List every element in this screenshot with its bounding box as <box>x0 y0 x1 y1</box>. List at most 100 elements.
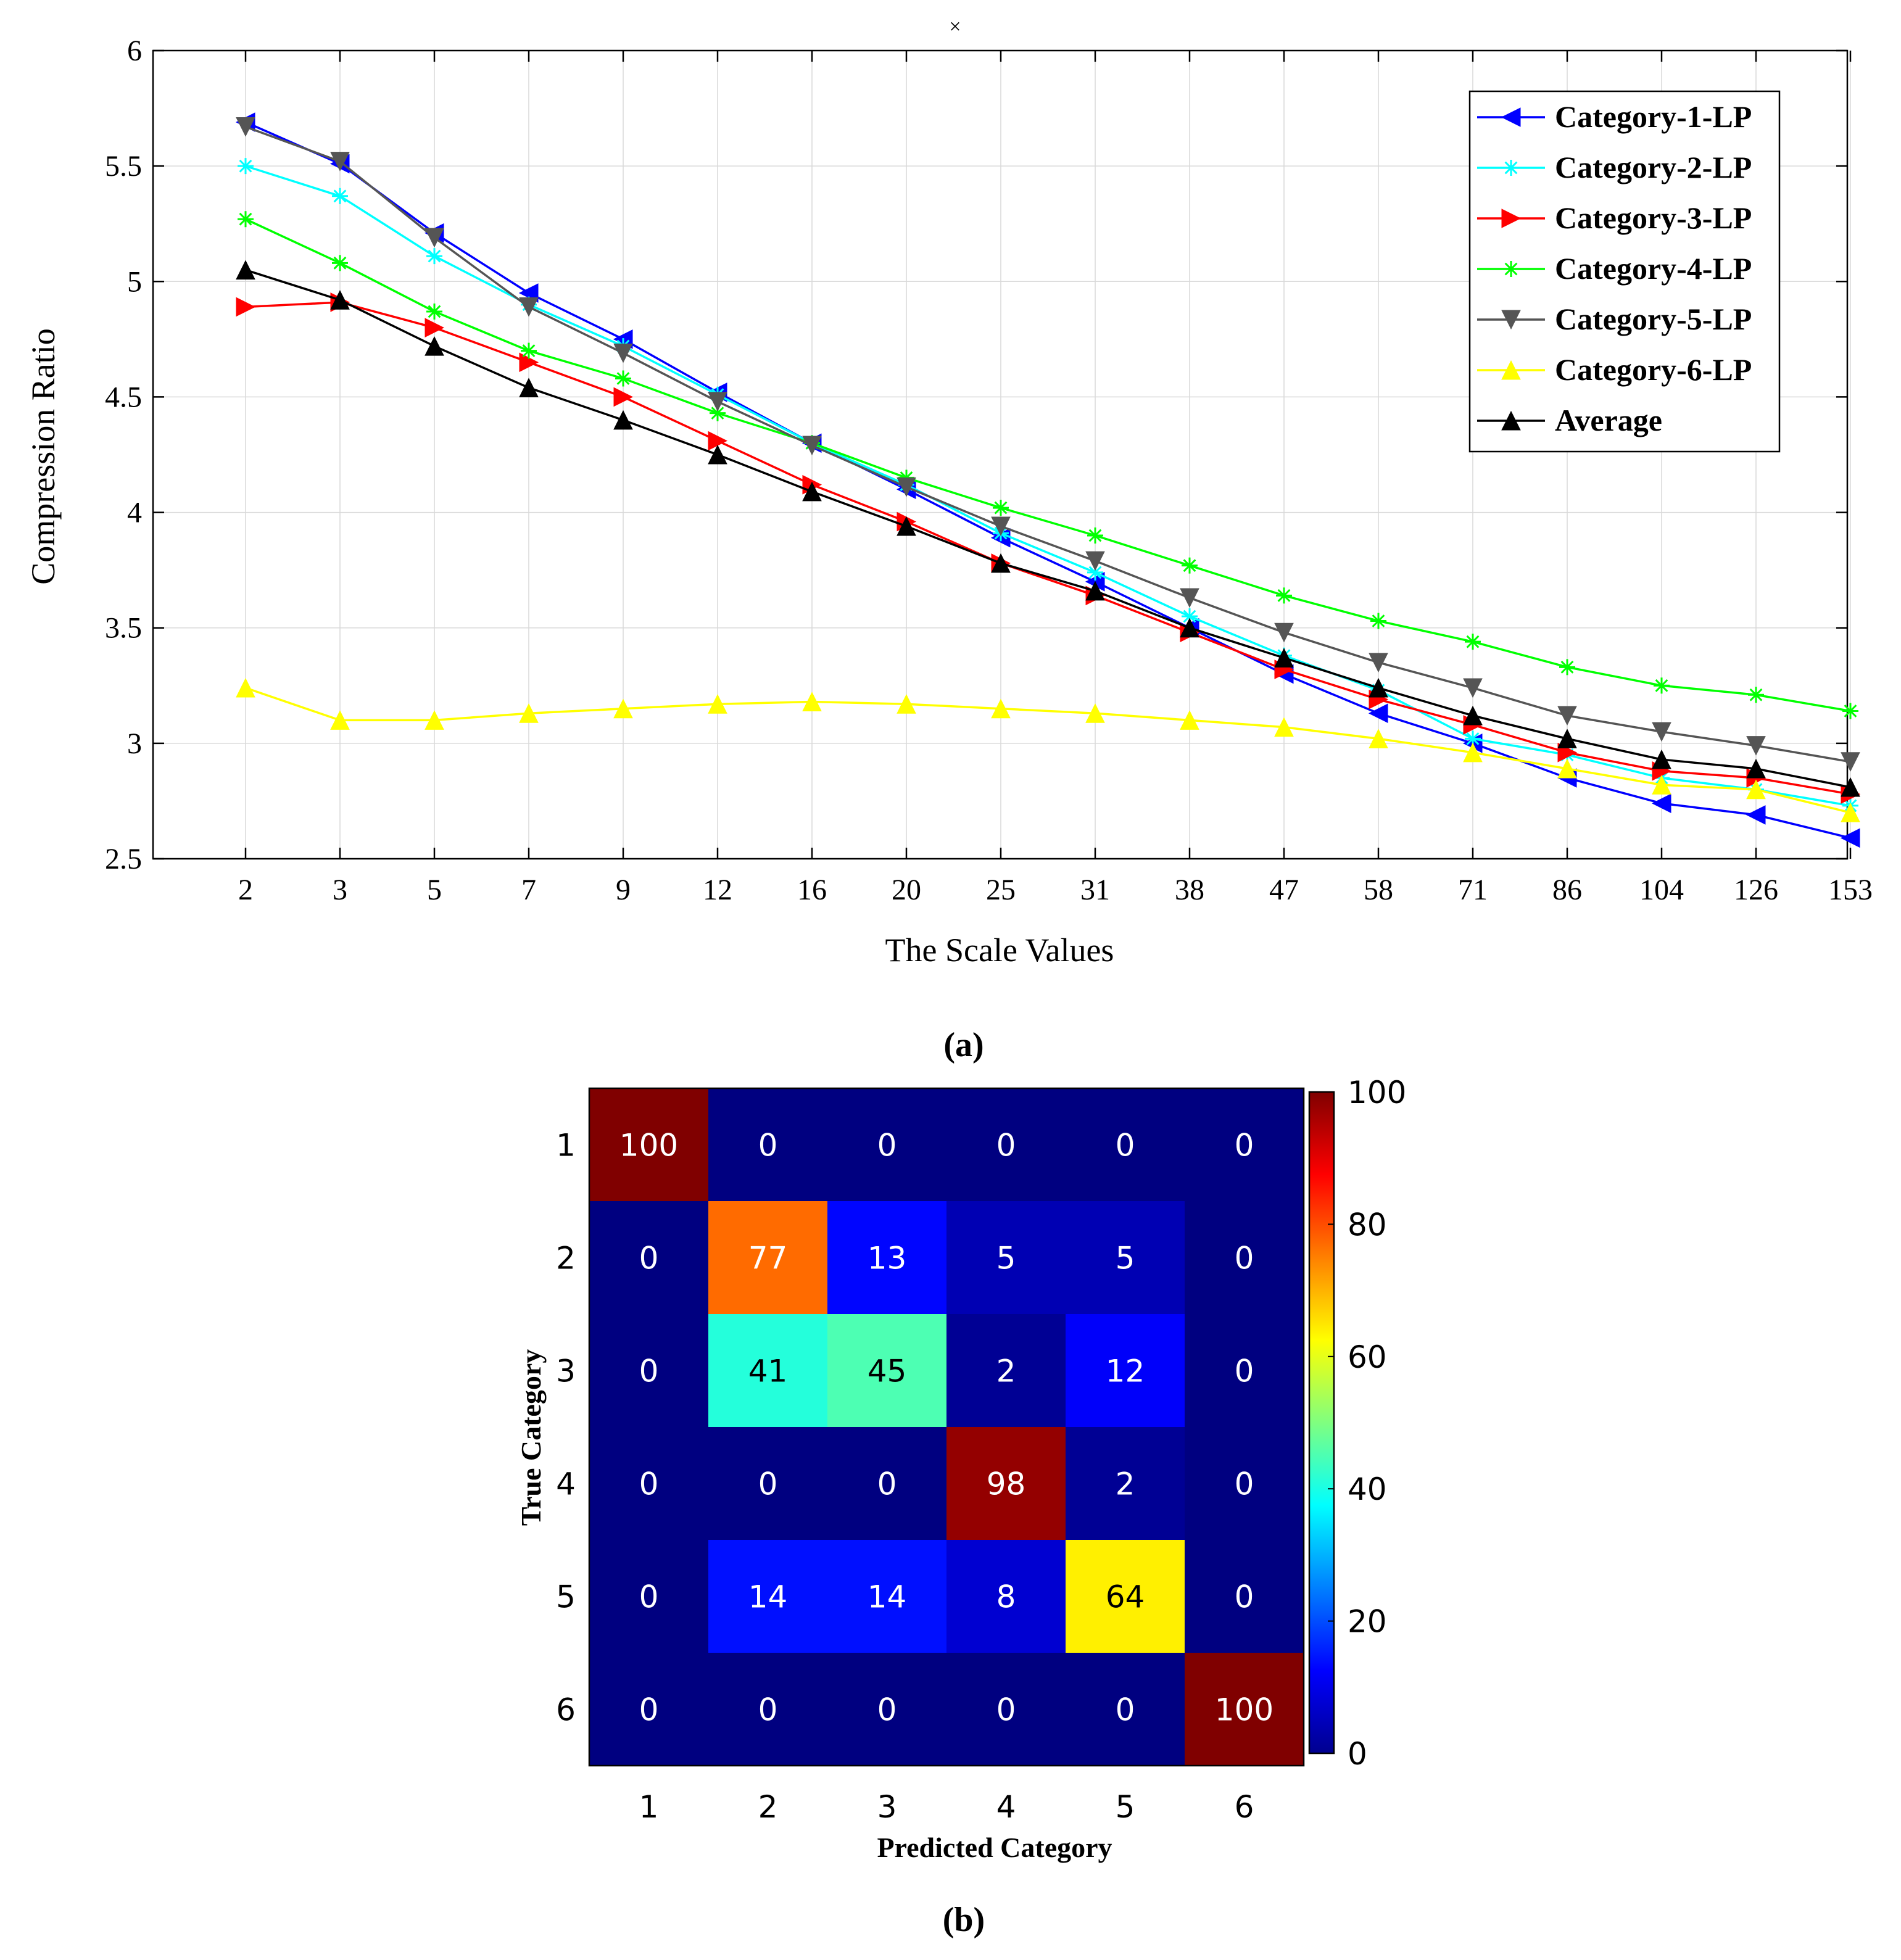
data-point <box>897 516 916 536</box>
marker-stroke <box>1466 732 1480 745</box>
marker-stroke <box>239 159 252 173</box>
x-tick-label: 25 <box>986 874 1016 906</box>
legend-marker <box>1501 410 1521 431</box>
marker-stroke <box>522 344 536 357</box>
legend-label: Category-6-LP <box>1555 352 1752 387</box>
heatmap-cell <box>1066 1201 1185 1314</box>
heatmap-cell <box>827 1540 946 1653</box>
data-point <box>1557 758 1577 779</box>
heatmap-cell <box>827 1201 946 1314</box>
data-point <box>1841 777 1860 797</box>
heatmap-cell <box>589 1314 708 1427</box>
data-point <box>1557 729 1577 748</box>
data-point <box>1841 803 1860 822</box>
data-point <box>1369 729 1388 748</box>
heatmap-cell <box>1185 1427 1304 1540</box>
x-tick-label: 47 <box>1269 874 1299 906</box>
heatmap-cell <box>827 1314 946 1427</box>
data-point <box>1369 653 1388 672</box>
heatmap-cell <box>708 1201 827 1314</box>
y-tick-label: 4 <box>556 1466 576 1502</box>
legend-label: Category-4-LP <box>1555 251 1752 286</box>
cell-value: 0 <box>996 1128 1016 1164</box>
marker-stroke <box>428 249 441 263</box>
data-point <box>330 152 350 172</box>
cell-value: 0 <box>1235 1466 1254 1502</box>
panel-label-b: (b) <box>943 1901 985 1939</box>
x-tick-label: 38 <box>1175 874 1204 906</box>
data-point <box>519 378 539 397</box>
x-axis-label-predicted: Predicted Category <box>877 1832 1112 1863</box>
y-tick-label: 3 <box>127 727 142 760</box>
cell-value: 8 <box>996 1579 1016 1615</box>
data-point <box>802 481 822 502</box>
data-point <box>1842 703 1858 719</box>
heatmap-cell <box>1066 1088 1185 1201</box>
series-category-6-lp <box>236 677 1860 822</box>
series-line <box>245 218 1851 713</box>
x-tick-label: 31 <box>1080 874 1110 906</box>
marker-stroke <box>428 305 441 318</box>
marker-stroke <box>616 372 630 385</box>
legend-marker <box>1501 360 1521 380</box>
cell-value: 100 <box>619 1128 678 1164</box>
x-tick-label: 71 <box>1458 874 1488 906</box>
marker-stroke <box>994 501 1008 515</box>
data-point <box>238 211 254 228</box>
data-point <box>1180 588 1199 608</box>
data-point <box>1463 742 1483 763</box>
cell-value: 0 <box>639 1466 659 1502</box>
heatmap-cell <box>1066 1540 1185 1653</box>
heatmap-cell <box>827 1427 946 1540</box>
data-point <box>1276 587 1292 604</box>
cell-value: 0 <box>1116 1128 1135 1164</box>
data-point <box>1180 618 1199 638</box>
data-point <box>708 392 727 412</box>
marker-stroke <box>1560 660 1574 674</box>
heatmap-frame <box>588 1087 1305 1767</box>
cell-value: 0 <box>1235 1128 1254 1164</box>
data-point <box>1651 793 1671 813</box>
data-point <box>425 710 444 730</box>
data-point <box>1463 705 1483 726</box>
x-tick-label: 6 <box>1235 1789 1254 1825</box>
data-point <box>1087 527 1103 544</box>
x-tick-label: 153 <box>1828 874 1873 906</box>
heatmap-cell <box>946 1201 1066 1314</box>
heatmap-cell <box>589 1088 708 1201</box>
series-line <box>245 687 1851 814</box>
cell-value: 100 <box>1215 1692 1274 1728</box>
marker-stroke <box>1504 161 1518 175</box>
heatmap-cell <box>708 1540 827 1653</box>
data-point <box>1746 779 1766 800</box>
cell-value: 0 <box>877 1466 897 1502</box>
data-point <box>236 260 255 280</box>
cell-value: 0 <box>639 1692 659 1728</box>
title-mark: × <box>949 15 961 38</box>
cell-value: 5 <box>996 1241 1016 1276</box>
data-point <box>1841 752 1860 772</box>
series-line <box>245 125 1851 763</box>
x-tick-label: 5 <box>427 874 442 906</box>
cell-value: 0 <box>639 1241 659 1276</box>
cell-value: 14 <box>748 1579 788 1615</box>
legend: Category-1-LP Category-2-LP Category-3-LP C… <box>1468 90 1781 453</box>
heatmap-cell <box>1185 1201 1304 1314</box>
data-point <box>615 370 631 387</box>
marker-stroke <box>333 256 347 270</box>
legend-label: Average <box>1555 403 1662 437</box>
data-point <box>1746 805 1766 825</box>
cell-value: 2 <box>1116 1466 1135 1502</box>
data-point <box>613 387 634 407</box>
marker-stroke <box>1655 679 1668 692</box>
series-group <box>235 112 1861 848</box>
data-point <box>802 436 822 456</box>
x-tick-label: 58 <box>1364 874 1393 906</box>
y-tick-label: 6 <box>127 35 142 67</box>
data-point <box>1652 749 1671 769</box>
marker-stroke <box>1088 566 1102 579</box>
cell-value: 77 <box>748 1241 788 1276</box>
heatmap-cell <box>1185 1653 1304 1766</box>
cell-value: 0 <box>1116 1692 1135 1728</box>
heatmap-cell <box>589 1201 708 1314</box>
